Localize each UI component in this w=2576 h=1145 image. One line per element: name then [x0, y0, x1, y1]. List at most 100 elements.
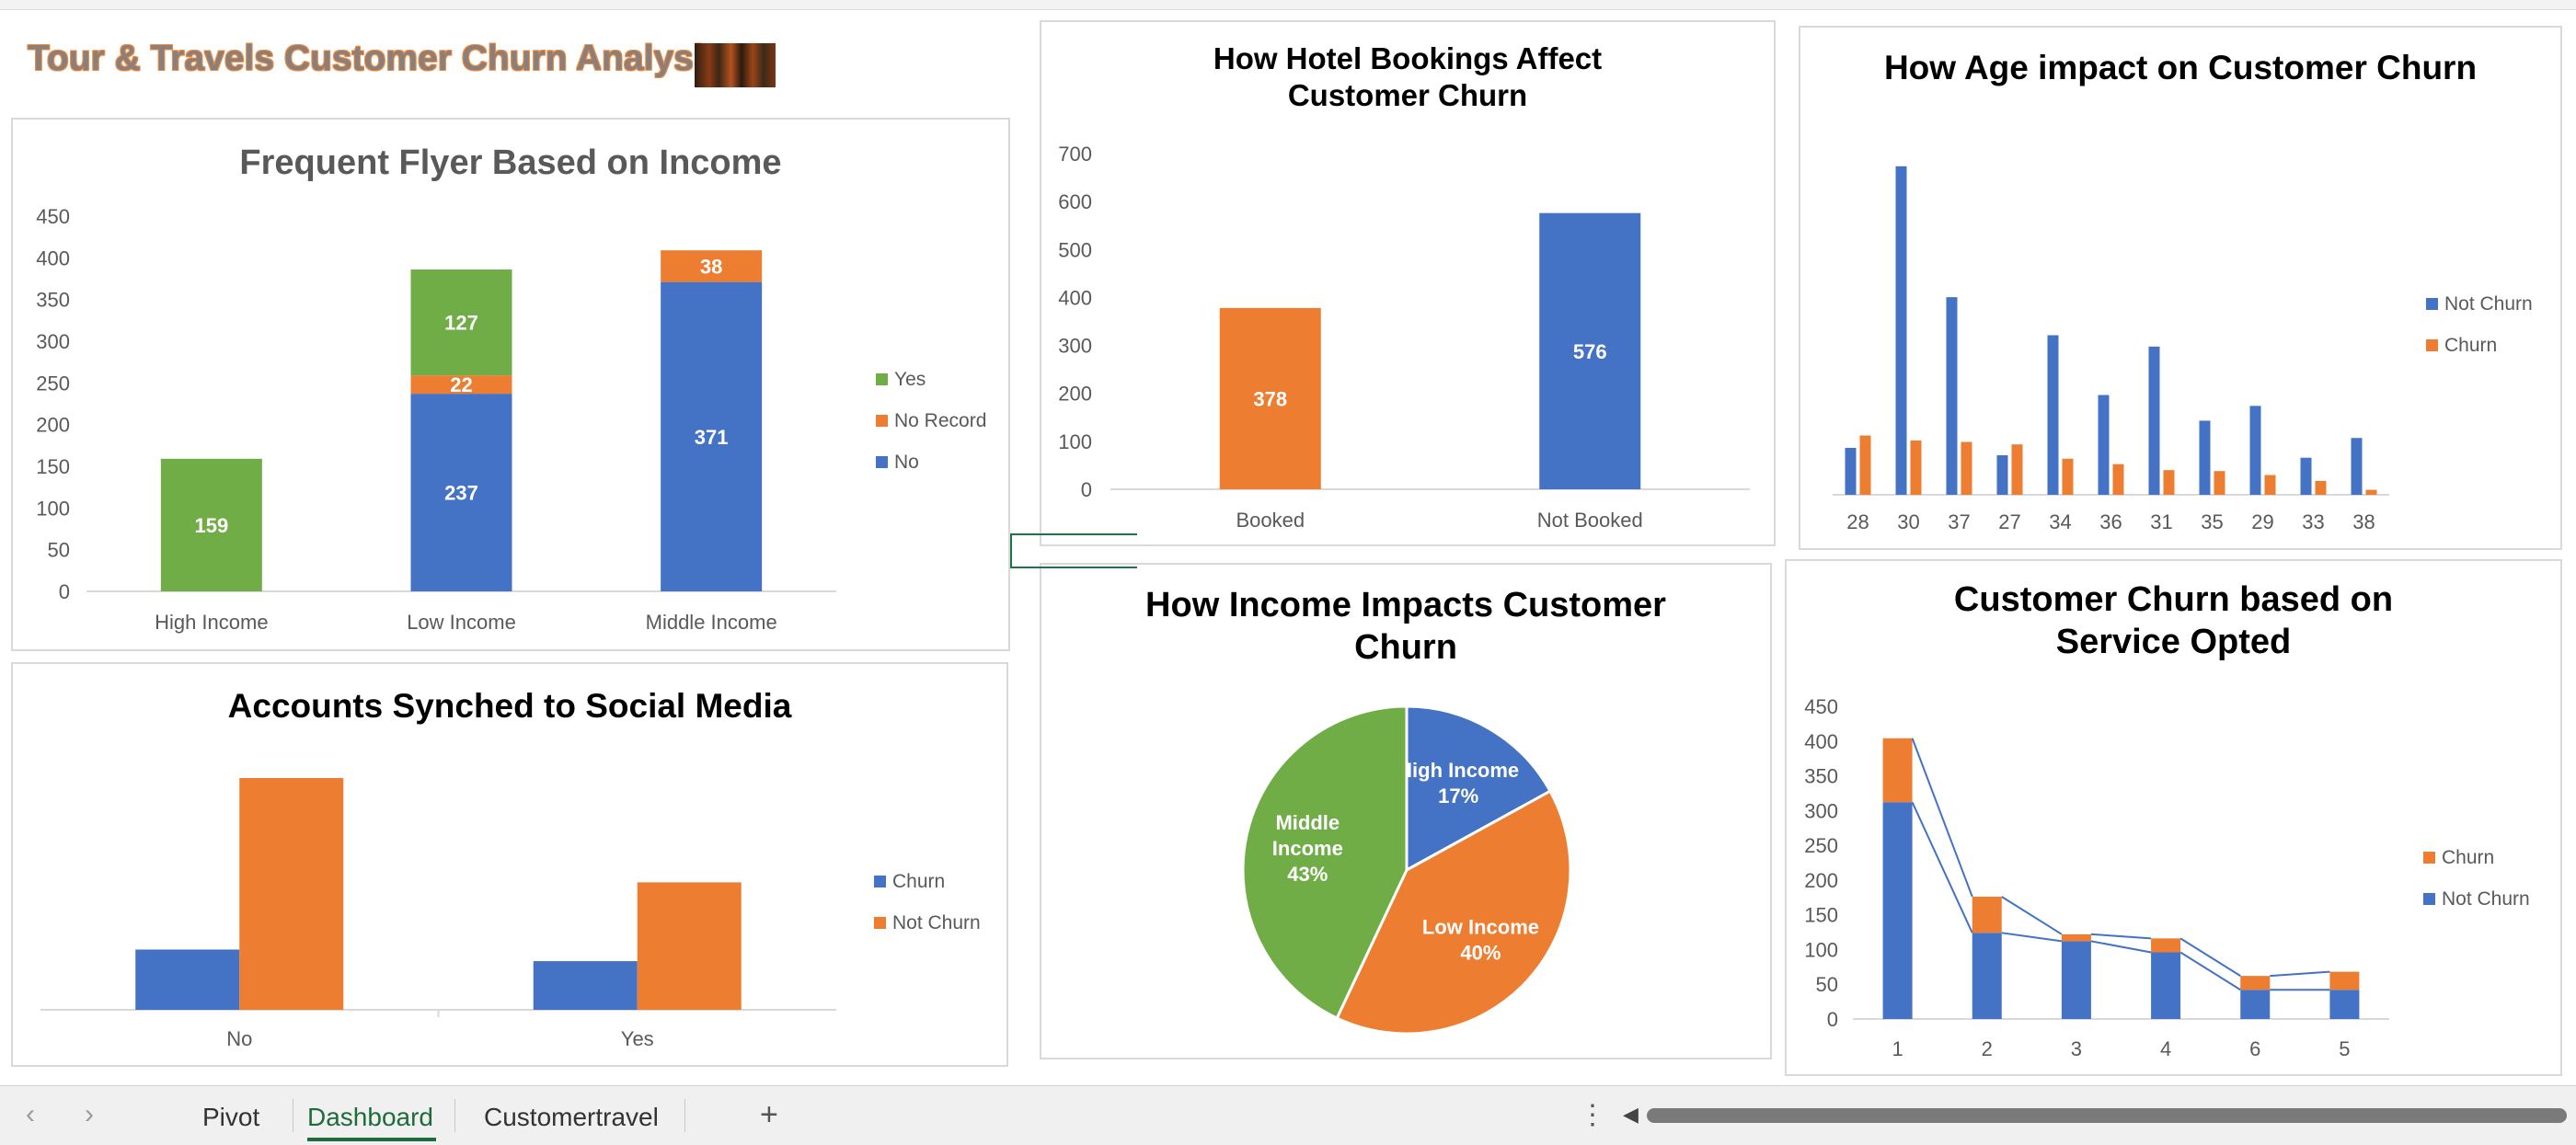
- x-tick-label: Yes: [621, 1027, 654, 1050]
- y-tick-label: 250: [1804, 834, 1838, 857]
- bar-segment: [410, 269, 512, 376]
- legend-swatch: [876, 373, 888, 385]
- y-tick-label: 400: [1804, 730, 1838, 753]
- legend-swatch: [876, 415, 888, 427]
- x-tick-label: 1: [1892, 1037, 1903, 1060]
- chart-income-pie[interactable]: How Income Impacts Customer Churn High I…: [1040, 563, 1772, 1059]
- legend-label: Not Churn: [2444, 292, 2533, 315]
- data-label: 38: [700, 255, 722, 278]
- tab-dashboard[interactable]: Dashboard: [307, 1103, 433, 1131]
- bar: [2214, 471, 2225, 495]
- bar: [239, 778, 344, 1010]
- chart-social-media[interactable]: Accounts Synched to Social Media No Yes C…: [11, 662, 1008, 1067]
- scroll-left-icon[interactable]: ◀: [1623, 1103, 1639, 1126]
- x-tick-label: 30: [1897, 510, 1919, 533]
- bar: [2249, 406, 2261, 495]
- data-label: 127: [444, 312, 478, 335]
- y-tick-label: 500: [1058, 238, 1092, 261]
- legend-swatch: [876, 456, 888, 468]
- dashboard-title: Tour & Travels Customer Churn Analysis: [28, 39, 724, 78]
- bar: [2300, 457, 2312, 495]
- chart-title: How Hotel Bookings Affect Customer Churn: [1213, 41, 1603, 112]
- bar: [2163, 470, 2175, 495]
- y-tick-label: 450: [1804, 695, 1838, 718]
- bar: [2365, 489, 2377, 495]
- legend-item: Churn: [874, 861, 981, 902]
- legend-label: Churn: [892, 870, 946, 892]
- bar: [2199, 420, 2211, 495]
- legend-label: No: [894, 451, 919, 473]
- y-tick-label: 200: [1058, 383, 1092, 406]
- chart-title: Customer Churn based on Service Opted: [1953, 580, 2394, 661]
- y-tick-label: 300: [36, 330, 70, 353]
- selected-cell[interactable]: [1010, 533, 1137, 568]
- x-tick-label: 38: [2352, 510, 2375, 533]
- chart-title: Frequent Flyer Based on Income: [239, 143, 782, 182]
- bar-segment: [661, 250, 763, 282]
- data-label: 159: [194, 514, 228, 537]
- x-tick-label: 27: [1998, 510, 2020, 533]
- bar: [1845, 447, 1857, 495]
- bar-segment: [2329, 971, 2360, 990]
- x-tick-label: 6: [2249, 1037, 2260, 1060]
- y-tick-label: 600: [1058, 190, 1092, 213]
- chart-frequent-flyer[interactable]: Frequent Flyer Based on Income 0 50 100 150…: [11, 118, 1010, 651]
- x-tick-label: Middle Income: [646, 611, 777, 634]
- bar: [1946, 297, 1958, 495]
- y-tick-label: 0: [59, 580, 70, 603]
- chart-service-opted[interactable]: Customer Churn based on Service Opted 0 5…: [1785, 559, 2562, 1076]
- y-tick-label: 300: [1058, 335, 1092, 358]
- x-tick-label: 4: [2160, 1037, 2171, 1060]
- y-tick-label: 350: [1804, 765, 1838, 788]
- legend: Yes No Record No: [876, 359, 986, 483]
- legend: Not Churn Churn: [2426, 283, 2533, 366]
- bar-segment: [2061, 941, 2091, 1019]
- bar-segment: [410, 394, 512, 591]
- legend-swatch: [2423, 852, 2435, 864]
- bar-segment: [1972, 933, 2002, 1019]
- legend-swatch: [2426, 339, 2438, 351]
- pie-slice: [1241, 704, 1409, 1021]
- data-label: 43%: [1287, 863, 1328, 886]
- bar: [2315, 480, 2327, 495]
- horizontal-scrollbar[interactable]: [1647, 1108, 2567, 1123]
- x-tick-label: 34: [2049, 510, 2071, 533]
- tab-separator: [454, 1099, 455, 1132]
- y-tick-label: 250: [36, 372, 70, 395]
- data-label: 378: [1253, 387, 1287, 410]
- bar: [1539, 212, 1641, 489]
- x-tick-label: Booked: [1236, 509, 1305, 532]
- y-tick-label: 400: [36, 246, 70, 269]
- chart-hotel-bookings[interactable]: How Hotel Bookings Affect Customer Churn…: [1040, 20, 1776, 546]
- legend-item: No: [876, 441, 986, 483]
- bar: [2062, 458, 2074, 495]
- bar-segment: [160, 458, 262, 591]
- tab-customertravel[interactable]: Customertravel: [484, 1103, 659, 1131]
- bar-segment: [2151, 952, 2181, 1019]
- x-tick-label: 3: [2071, 1037, 2082, 1060]
- legend-label: Not Churn: [892, 911, 981, 933]
- top-border: [0, 0, 2576, 10]
- bar-segment: [2061, 933, 2091, 942]
- next-sheet-icon[interactable]: ›: [85, 1099, 94, 1129]
- legend-item: Not Churn: [2426, 283, 2533, 325]
- legend-item: Churn: [2426, 325, 2533, 366]
- bar: [2148, 346, 2160, 495]
- tab-pivot[interactable]: Pivot: [202, 1103, 260, 1131]
- sheet-tab-bar: ‹ › Pivot Dashboard Customertravel + ⋮ ◀: [0, 1085, 2576, 1145]
- chart-title: How Income Impacts Customer Churn: [1145, 586, 1666, 667]
- add-sheet-button[interactable]: +: [760, 1097, 778, 1132]
- y-tick-label: 300: [1804, 799, 1838, 822]
- bar: [1996, 455, 2008, 495]
- bar-segment: [2151, 938, 2181, 953]
- x-tick-label: No: [226, 1027, 252, 1050]
- legend: Churn Not Churn: [2423, 837, 2530, 920]
- legend-swatch: [874, 876, 886, 887]
- data-label: High Income: [1397, 759, 1519, 782]
- chart-age-impact[interactable]: How Age impact on Customer Churn 28 30 37 2…: [1799, 26, 2562, 550]
- service-opted-plot: 0 50 100 150 200 250 300 350 400 450 1 2 3 4 6 5: [1804, 695, 2389, 1060]
- y-tick-label: 700: [1058, 143, 1092, 166]
- x-tick-label: Not Booked: [1537, 509, 1643, 532]
- more-options-icon[interactable]: ⋮: [1579, 1100, 1606, 1130]
- prev-sheet-icon[interactable]: ‹: [26, 1099, 35, 1129]
